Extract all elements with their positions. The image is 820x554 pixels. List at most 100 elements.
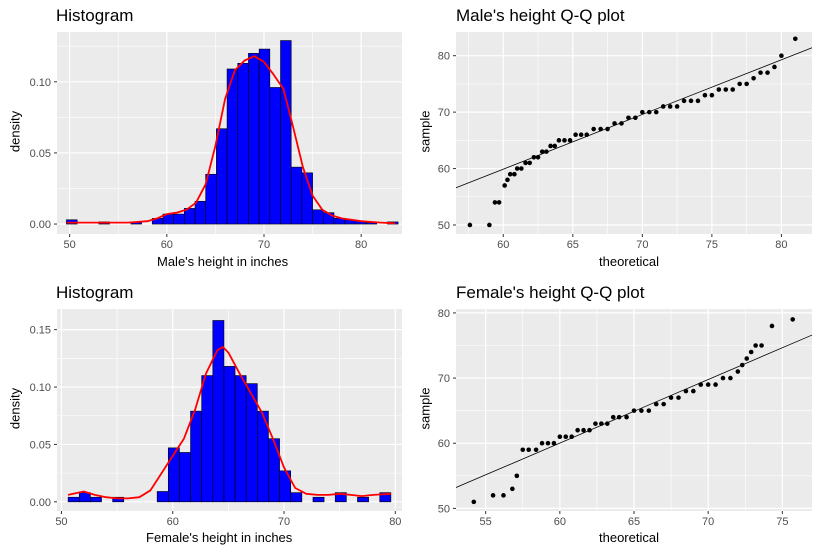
qq-point: [505, 177, 510, 183]
histogram-bar: [167, 447, 180, 503]
chart-title: Male's height Q-Q plot: [456, 6, 625, 25]
qq-point: [520, 447, 526, 453]
x-tick-label: 70: [636, 239, 648, 251]
qq-point: [713, 382, 718, 387]
qq-point: [578, 132, 584, 137]
qq-point: [575, 427, 580, 433]
qq-point: [533, 447, 539, 453]
x-tick-label: 50: [55, 516, 67, 528]
qq-point: [737, 81, 742, 87]
histogram-bar: [268, 438, 280, 503]
qq-point: [681, 98, 687, 104]
qq-point: [753, 343, 758, 348]
y-tick-label: 0.00: [30, 219, 51, 231]
histogram-bar: [379, 492, 392, 503]
histogram-bar: [67, 496, 80, 503]
qq-point: [640, 109, 645, 115]
y-axis-label: density: [7, 387, 23, 430]
qq-point: [793, 36, 798, 42]
x-tick-label: 70: [278, 516, 290, 528]
qq-point: [514, 166, 520, 171]
qq-point: [514, 473, 520, 479]
qq-point: [512, 171, 517, 177]
y-tick-label: 60: [438, 438, 450, 450]
histogram-bar: [216, 128, 228, 225]
qq-point: [496, 200, 502, 205]
y-tick-label: 0.05: [30, 439, 51, 451]
histogram-bar: [201, 375, 214, 503]
qq-point: [545, 440, 551, 446]
histogram-bar: [290, 492, 303, 503]
qq-point: [661, 401, 666, 407]
qq-point: [758, 70, 763, 75]
qq-point: [759, 343, 764, 348]
qq-point: [624, 414, 629, 420]
x-tick-label: 80: [355, 239, 367, 251]
x-tick-label: 80: [389, 516, 401, 528]
qq-point: [619, 121, 624, 126]
qq-point: [527, 160, 533, 166]
qq-point: [639, 408, 644, 413]
x-axis-label: Female's height in inches: [146, 530, 293, 545]
y-tick-label: 0.05: [30, 148, 51, 160]
x-tick-label: 70: [702, 516, 714, 528]
y-tick-label: 60: [438, 164, 450, 176]
qq-point: [744, 356, 750, 361]
qq-point: [612, 121, 617, 126]
qq-point: [723, 87, 729, 92]
qq-point: [599, 421, 604, 426]
chart-title: Histogram: [56, 283, 134, 302]
qq-point: [593, 421, 598, 426]
qq-point: [748, 349, 754, 355]
qq-point: [519, 166, 524, 171]
qq-point: [730, 87, 736, 92]
x-tick-label: 75: [706, 239, 718, 251]
histogram-bar: [290, 166, 303, 225]
qq-point: [539, 440, 545, 446]
qq-point: [544, 149, 549, 154]
qq-point: [772, 64, 777, 70]
qq-point: [653, 109, 659, 115]
histogram-bar: [156, 491, 169, 503]
qq-point: [535, 154, 541, 160]
qq-point: [507, 171, 513, 177]
qq-point: [667, 104, 673, 109]
qq-point: [492, 200, 498, 205]
qq-point: [668, 395, 674, 400]
histogram-bar: [78, 492, 91, 503]
y-tick-label: 0.10: [30, 77, 51, 89]
qq-point: [698, 382, 704, 387]
qq-point: [531, 154, 537, 160]
y-axis-label: sample: [417, 387, 433, 430]
qq-point: [626, 115, 631, 121]
y-tick-label: 0.15: [30, 325, 51, 337]
histogram-bar: [334, 492, 347, 503]
qq-point: [744, 81, 749, 87]
qq-point: [523, 160, 528, 166]
qq-point: [631, 408, 637, 413]
qq-point: [551, 440, 557, 446]
x-tick-label: 60: [161, 239, 173, 251]
histogram-bar: [90, 496, 102, 503]
y-tick-label: 80: [438, 51, 450, 63]
x-tick-label: 80: [775, 239, 787, 251]
qq-point: [751, 75, 756, 81]
qq-point: [581, 427, 586, 433]
histogram-bar: [301, 172, 313, 225]
qq-point: [605, 126, 610, 132]
qq-point: [562, 138, 567, 143]
y-tick-label: 80: [438, 308, 450, 320]
histogram-bar: [280, 40, 292, 225]
qq-point: [563, 434, 569, 440]
qq-point: [569, 434, 574, 440]
y-axis-label: sample: [417, 110, 433, 153]
qq-point: [735, 369, 741, 374]
qq-point: [471, 499, 477, 505]
x-tick-label: 60: [497, 239, 509, 251]
x-tick-label: 50: [64, 239, 76, 251]
histogram-bar: [226, 68, 239, 225]
qq-point: [691, 388, 696, 394]
chart-title: Histogram: [56, 6, 134, 25]
qq-point: [716, 87, 722, 92]
qq-point: [702, 92, 708, 98]
